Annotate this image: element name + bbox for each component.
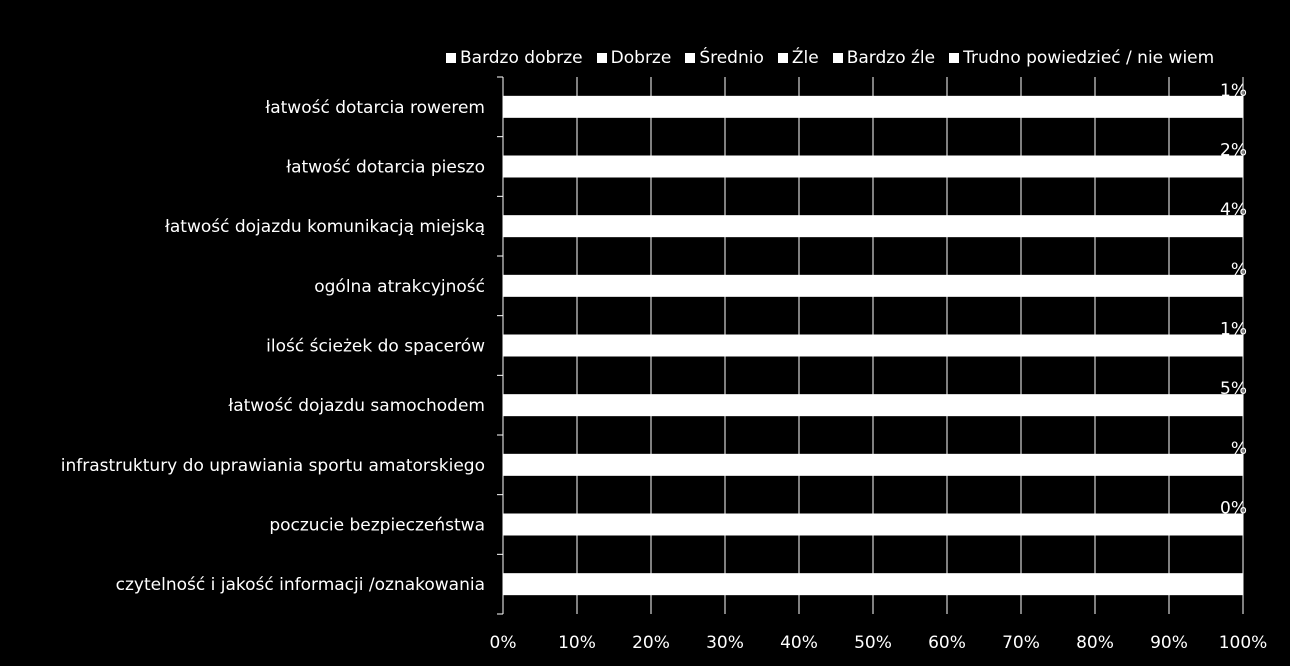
category-label: infrastruktury do uprawiania sportu amat… <box>61 456 485 476</box>
x-tick-label: 40% <box>780 633 818 653</box>
x-tick-label: 100% <box>1219 633 1268 653</box>
data-label: 1% <box>1220 81 1247 101</box>
legend-swatch <box>685 53 696 63</box>
category-label: łatwość dotarcia pieszo <box>286 158 485 178</box>
chart-legend: Bardzo dobrze Dobrze Średnio Źle Bardzo źle T… <box>446 48 1214 68</box>
legend-swatch <box>596 53 607 63</box>
legend-item: Bardzo źle <box>832 48 936 68</box>
data-label: 1% <box>1220 320 1247 340</box>
x-tick-label: 70% <box>1002 633 1040 653</box>
x-tick-label: 20% <box>632 633 670 653</box>
bar <box>503 513 1243 536</box>
data-label: % <box>1231 439 1247 459</box>
category-label: ilość ścieżek do spacerów <box>266 337 485 357</box>
legend-label: Trudno powiedzieć / nie wiem <box>963 48 1215 68</box>
x-tick-label: 60% <box>928 633 966 653</box>
legend-label: Średnio <box>699 48 764 68</box>
bar <box>503 215 1243 238</box>
x-tick-label: 50% <box>854 633 892 653</box>
category-label: ogólna atrakcyjność <box>314 277 485 297</box>
legend-item: Bardzo dobrze <box>446 48 583 68</box>
legend-label: Źle <box>791 48 819 68</box>
category-label: łatwość dotarcia rowerem <box>265 98 485 118</box>
legend-item: Średnio <box>685 48 764 68</box>
data-label: 4% <box>1220 200 1247 220</box>
legend-item: Dobrze <box>596 48 672 68</box>
legend-label: Bardzo dobrze <box>460 48 583 68</box>
x-tick-label: 10% <box>558 633 596 653</box>
data-label: 5% <box>1220 379 1247 399</box>
bar <box>503 394 1243 417</box>
data-label: 2% <box>1220 141 1247 161</box>
bar <box>503 573 1243 596</box>
data-label: 0% <box>1220 499 1247 519</box>
bar <box>503 274 1243 297</box>
bar <box>503 453 1243 476</box>
legend-item: Źle <box>777 48 819 68</box>
x-tick-label: 30% <box>706 633 744 653</box>
x-tick-label: 0% <box>490 633 517 653</box>
legend-item: Trudno powiedzieć / nie wiem <box>949 48 1214 68</box>
category-label: łatwość dojazdu komunikacją miejską <box>165 217 485 237</box>
bar <box>503 334 1243 357</box>
bar <box>503 155 1243 178</box>
bar <box>503 95 1243 118</box>
category-label: poczucie bezpieczeństwa <box>269 516 485 536</box>
category-label: czytelność i jakość informacji /oznakowa… <box>116 575 485 595</box>
x-tick-label: 90% <box>1150 633 1188 653</box>
x-tick-label: 80% <box>1076 633 1114 653</box>
legend-swatch <box>832 53 843 63</box>
category-label: łatwość dojazdu samochodem <box>228 396 485 416</box>
legend-swatch <box>777 53 788 63</box>
data-label: % <box>1231 260 1247 280</box>
legend-label: Bardzo źle <box>846 48 936 68</box>
legend-swatch <box>949 53 960 63</box>
legend-swatch <box>446 53 456 63</box>
legend-label: Dobrze <box>610 48 672 68</box>
